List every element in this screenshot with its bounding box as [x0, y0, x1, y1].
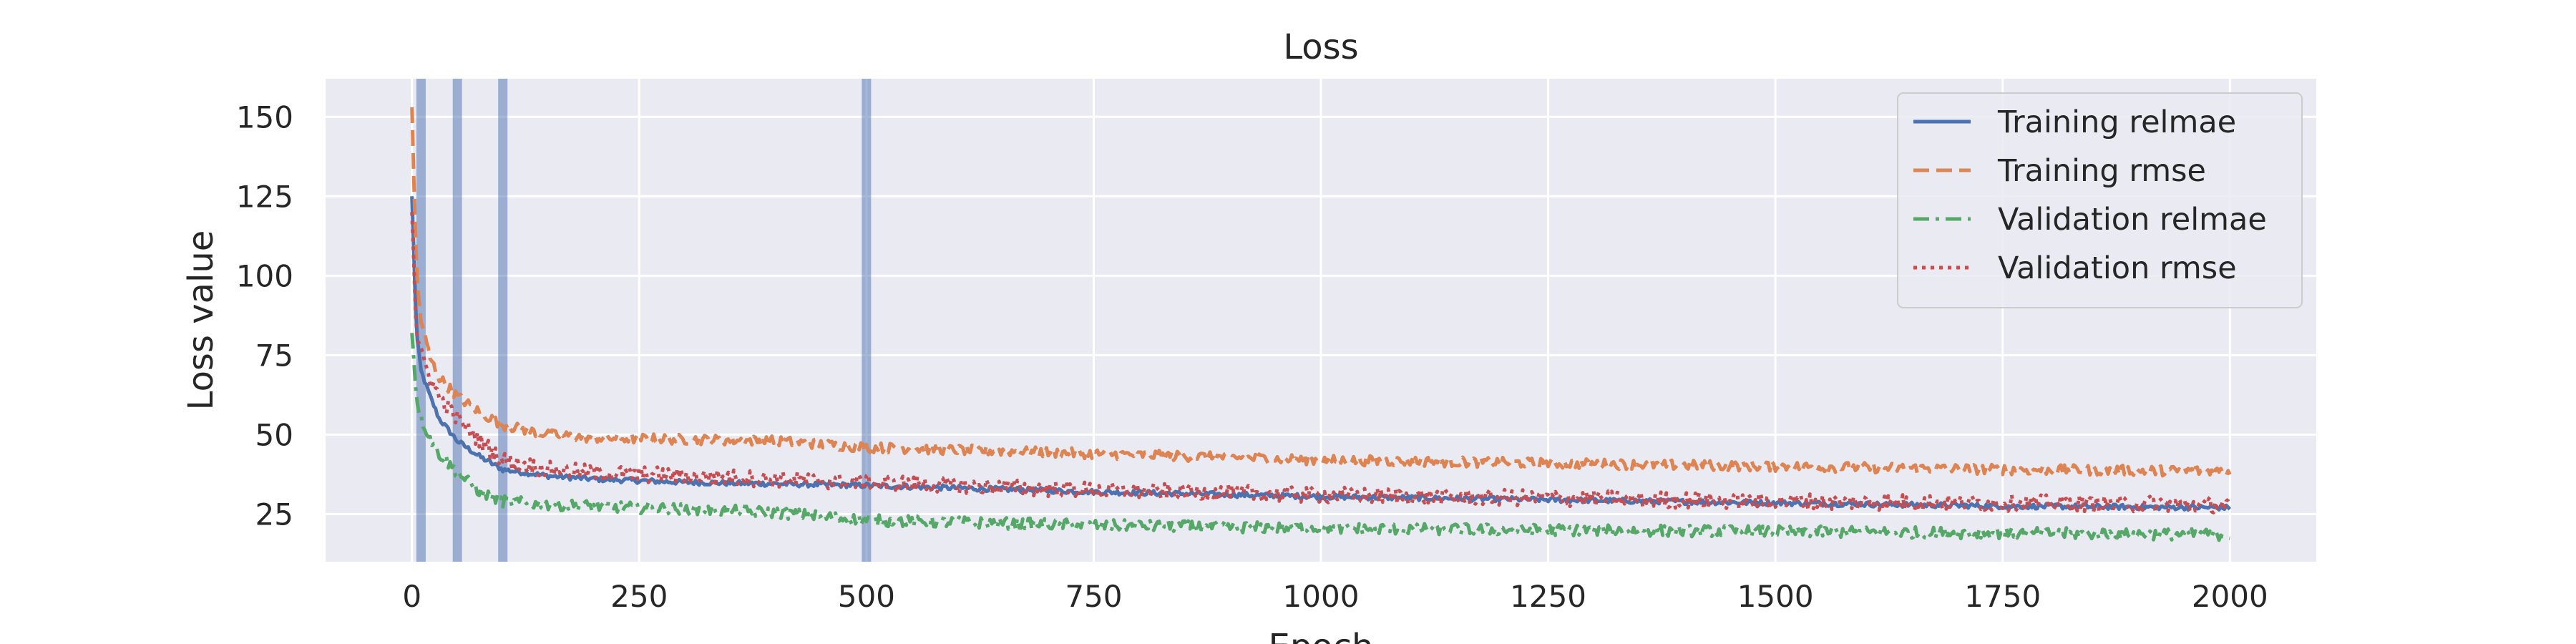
- legend: Training relmae Training rmse Validation r…: [1897, 92, 2303, 308]
- legend-label: Training relmae: [1997, 104, 2236, 140]
- x-tick-label: 1250: [1510, 579, 1586, 614]
- y-tick-label: 150: [236, 99, 293, 135]
- x-tick-label: 0: [402, 579, 421, 614]
- x-tick-label: 1000: [1283, 579, 1360, 614]
- legend-label: Validation rmse: [1998, 250, 2237, 286]
- y-tick-label: 100: [236, 258, 293, 293]
- y-tick-label: 75: [255, 338, 293, 373]
- y-axis-title: Loss value: [181, 230, 221, 411]
- chart-title: Loss: [1283, 27, 1358, 67]
- series-line: [410, 107, 2232, 478]
- series-line: [410, 212, 2232, 514]
- tick-labels: 0 250 500 750 1000 1250 1500 1750 2000 25 50 75 100 1…: [236, 99, 2268, 614]
- vertical-markers: [416, 79, 872, 562]
- legend-box: [1897, 92, 2303, 308]
- y-tick-label: 125: [236, 179, 293, 214]
- x-tick-label: 750: [1065, 579, 1122, 614]
- legend-label: Validation relmae: [1998, 202, 2267, 238]
- series-lines: [410, 107, 2232, 542]
- y-tick-label: 50: [255, 417, 293, 452]
- series-line: [410, 333, 2230, 542]
- x-tick-label: 1500: [1737, 579, 1814, 614]
- legend-label: Training rmse: [1997, 153, 2206, 189]
- y-tick-label: 25: [255, 497, 293, 532]
- x-tick-label: 250: [610, 579, 668, 614]
- x-axis-title: Epoch: [1269, 627, 1374, 644]
- x-tick-label: 1750: [1964, 579, 2041, 614]
- x-tick-label: 500: [838, 579, 895, 614]
- x-tick-label: 2000: [2192, 579, 2268, 614]
